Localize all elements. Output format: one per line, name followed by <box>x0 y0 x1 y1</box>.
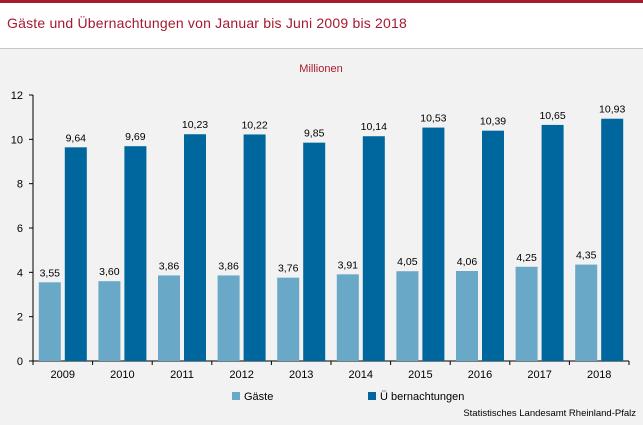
bar-uebernachtungen <box>541 124 564 361</box>
legend: Gäste Ü bernachtungen <box>232 391 464 403</box>
bar-uebernachtungen <box>482 130 504 361</box>
bar-gaeste <box>158 275 180 361</box>
x-tick-label: 2015 <box>408 369 432 381</box>
x-tick-label: 2014 <box>349 369 373 381</box>
data-label-gaeste: 4,25 <box>516 252 537 264</box>
data-label-gaeste: 3,55 <box>40 267 61 279</box>
bar-gaeste <box>217 275 240 361</box>
data-label-gaeste: 3,86 <box>218 260 239 272</box>
bar-gaeste <box>396 271 419 361</box>
bar-uebernachtungen <box>184 134 206 361</box>
bar-gaeste <box>515 266 538 361</box>
title-divider <box>0 48 643 49</box>
data-label-uebernachtungen: 10,53 <box>420 113 446 125</box>
bar-uebernachtungen <box>601 118 624 362</box>
data-label-gaeste: 4,06 <box>457 256 478 268</box>
legend-label-gaeste: Gäste <box>244 391 273 403</box>
x-tick-label: 2012 <box>229 369 253 381</box>
data-label-uebernachtungen: 10,22 <box>241 119 267 131</box>
x-tick-label: 2011 <box>170 369 194 381</box>
data-label-uebernachtungen: 9,85 <box>304 128 325 140</box>
x-tick-label: 2017 <box>527 369 551 381</box>
source-note: Statistisches Landesamt Rheinland-Pfalz <box>463 408 636 419</box>
bar-uebernachtungen <box>64 147 87 361</box>
data-label-gaeste: 3,60 <box>99 266 120 278</box>
x-tick-label: 2016 <box>468 369 492 381</box>
data-label-gaeste: 3,91 <box>338 259 359 271</box>
y-tick-label: 8 <box>17 179 23 191</box>
x-tick-label: 2018 <box>587 369 611 381</box>
bar-chart: Millionen 0 2 4 6 8 10 12 2009 2010 2011 2012 2013 2… <box>11 63 636 419</box>
legend-swatch-uebernachtungen <box>368 392 376 400</box>
data-label-uebernachtungen: 10,23 <box>182 119 208 131</box>
data-label-gaeste: 4,05 <box>397 256 418 268</box>
data-label-uebernachtungen: 10,14 <box>361 121 387 133</box>
bar-uebernachtungen <box>243 134 266 361</box>
bar-gaeste <box>336 274 359 361</box>
data-label-gaeste: 3,76 <box>278 263 299 275</box>
data-label-uebernachtungen: 10,39 <box>480 116 506 128</box>
y-tick-label: 2 <box>17 312 23 324</box>
data-label-uebernachtungen: 10,93 <box>599 104 625 116</box>
bar-gaeste <box>98 281 121 361</box>
data-label-uebernachtungen: 9,64 <box>66 132 87 144</box>
x-tick-label: 2010 <box>110 369 134 381</box>
y-tick-label: 4 <box>17 267 23 279</box>
bar-uebernachtungen <box>362 136 385 361</box>
bar-gaeste <box>38 282 61 361</box>
y-tick-label: 6 <box>17 223 23 235</box>
data-label-uebernachtungen: 10,65 <box>539 110 565 122</box>
y-tick-label: 12 <box>11 90 23 102</box>
legend-label-uebernachtungen: Ü bernachtungen <box>380 391 464 403</box>
bar-gaeste <box>575 264 598 361</box>
chart-title: Gäste und Übernachtungen von Januar bis … <box>7 15 407 31</box>
bar-uebernachtungen <box>422 127 445 362</box>
data-label-uebernachtungen: 9,69 <box>125 131 146 143</box>
bar-uebernachtungen <box>124 146 147 361</box>
bar-gaeste <box>456 271 478 361</box>
bar-uebernachtungen <box>303 142 326 361</box>
bars: 3,55 9,64 3,60 9,69 3,86 10,23 3,86 10,22 3,76 9,… <box>38 104 625 362</box>
x-tick-label: 2013 <box>289 369 313 381</box>
x-tick-label: 2009 <box>51 369 75 381</box>
unit-label: Millionen <box>299 63 342 75</box>
bar-gaeste <box>277 277 300 361</box>
data-label-gaeste: 4,35 <box>576 250 597 262</box>
data-label-gaeste: 3,86 <box>159 260 180 272</box>
y-tick-label: 10 <box>11 134 23 146</box>
title-bar: Gäste und Übernachtungen von Januar bis … <box>0 3 643 47</box>
legend-swatch-gaeste <box>232 392 240 400</box>
y-tick-label: 0 <box>17 356 23 368</box>
